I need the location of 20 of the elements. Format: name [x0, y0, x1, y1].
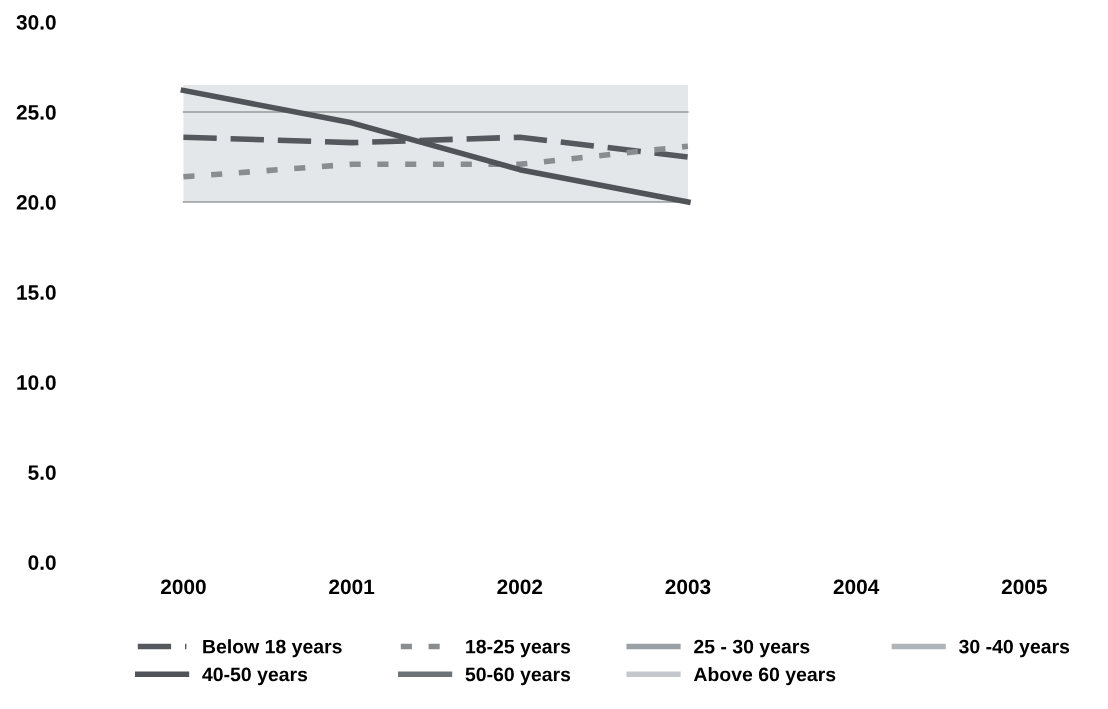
x-tick-label: 2001 [329, 579, 375, 595]
legend-label: Below 18 years [203, 639, 342, 658]
x-tick-label: 2000 [160, 579, 206, 595]
legend-label: Above 60 years [693, 667, 836, 686]
y-tick-label: 5.0 [28, 465, 56, 480]
y-tick-label: 25.0 [16, 105, 56, 120]
legend-label: 50-60 years [465, 667, 571, 686]
x-tick-label: 2004 [833, 579, 880, 595]
y-tick-label: 30.0 [16, 14, 56, 30]
y-tick-label: 0.0 [28, 555, 56, 570]
legend-label: 40-50 years [202, 667, 308, 686]
x-tick-label: 2005 [1001, 579, 1047, 595]
y-tick-label: 10.0 [17, 375, 56, 390]
y-tick-label: 20.0 [16, 195, 56, 210]
x-tick-label: 2003 [665, 579, 711, 595]
legend-label: 25 - 30 years [694, 639, 810, 658]
x-tick-label: 2002 [497, 579, 543, 595]
y-tick-label: 15.0 [17, 285, 56, 300]
legend-label: 30 -40 years [959, 639, 1070, 658]
legend-label: 18-25 years [466, 639, 571, 658]
